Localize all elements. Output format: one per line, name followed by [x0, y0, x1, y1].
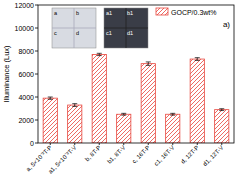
inset-label: b1 [127, 10, 133, 16]
x-tick-label: a1, 5×10⁻³T-V [47, 144, 77, 174]
error-bar-cap [170, 115, 175, 116]
bar [117, 114, 131, 143]
bars [43, 53, 229, 143]
error-bar-stem [148, 62, 149, 65]
error-bar [121, 113, 126, 115]
bar [68, 105, 82, 143]
x-tick-label: b, 8T-P [84, 144, 102, 162]
y-tick-label: 2000 [18, 117, 34, 124]
error-bar-cap [48, 99, 53, 100]
y-tick-label: 0 [30, 140, 34, 147]
y-axis-label: Illuminance (Lux) [2, 45, 11, 103]
legend-label: GOCP/0.3wt% [171, 9, 217, 16]
inset-label: d1 [127, 30, 133, 36]
x-tick-label: d, 12T-P [180, 144, 200, 164]
error-bar [146, 62, 151, 65]
error-bar-cap [97, 53, 102, 54]
inset-divider [104, 28, 148, 29]
inset-label: c1 [106, 30, 112, 36]
y-tick [35, 28, 38, 29]
y-tick [35, 97, 38, 98]
y-tick-label: 4000 [18, 94, 34, 101]
x-tick-label: c, 16T-P [131, 144, 151, 164]
plot-frame [38, 5, 234, 143]
bar [43, 98, 57, 143]
legend-swatch [156, 8, 168, 15]
error-bar-stem [74, 104, 75, 107]
bar [92, 54, 106, 143]
error-bar-cap [146, 61, 151, 62]
error-bar [195, 58, 200, 61]
y-tick [35, 74, 38, 75]
inset-label: c [54, 30, 57, 36]
error-bar-cap [195, 57, 200, 58]
inset-photo [104, 8, 148, 48]
error-bar-stem [197, 58, 198, 61]
error-bar-cap [48, 97, 53, 98]
error-bar [72, 104, 77, 107]
error-bar-cap [219, 110, 224, 111]
error-bar-cap [219, 108, 224, 109]
inset-photo [52, 8, 96, 48]
y-tick [35, 120, 38, 121]
y-tick-label: 12000 [15, 2, 35, 9]
y-tick [35, 143, 38, 144]
error-bar-cap [121, 113, 126, 114]
x-tick-label: d1, 12T-V [202, 144, 225, 167]
inset-label: d [76, 30, 79, 36]
panel-label: a) [223, 20, 230, 29]
bar [141, 64, 155, 143]
error-bar [170, 113, 175, 115]
error-bar [48, 97, 53, 99]
bar [215, 110, 229, 143]
error-bar-cap [97, 55, 102, 56]
inset-divider [52, 28, 96, 29]
x-tick-label: b1, 8T-V [106, 144, 126, 164]
error-bar-cap [72, 106, 77, 107]
x-tick-label: c1, 16T-V [153, 144, 175, 166]
y-tick [35, 51, 38, 52]
error-bar-cap [170, 113, 175, 114]
y-tick-label: 10000 [15, 25, 35, 32]
error-bar [219, 109, 224, 111]
error-bar-cap [195, 60, 200, 61]
error-bar [97, 53, 102, 55]
y-tick-label: 8000 [18, 48, 34, 55]
inset-label: a1 [106, 10, 112, 16]
error-bar-cap [121, 115, 126, 116]
y-tick-label: 6000 [18, 71, 34, 78]
bar [166, 114, 180, 143]
error-bar-cap [146, 65, 151, 66]
inset-label: a [54, 10, 58, 16]
bar [190, 59, 204, 143]
inset-label: b [76, 10, 79, 16]
y-tick [35, 5, 38, 6]
error-bar-cap [72, 103, 77, 104]
